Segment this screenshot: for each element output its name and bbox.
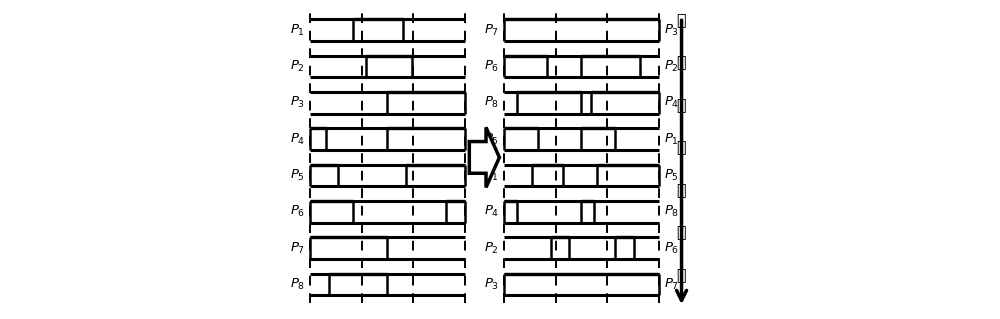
Text: $P_{8}$: $P_{8}$ <box>290 277 305 292</box>
Text: $P_{3}$: $P_{3}$ <box>484 277 499 292</box>
Text: $P_{5}$: $P_{5}$ <box>664 168 679 183</box>
Text: $P_{3}$: $P_{3}$ <box>664 23 679 38</box>
Text: $P_{8}$: $P_{8}$ <box>664 204 679 219</box>
Text: 由: 由 <box>677 139 686 154</box>
Text: $P_{6}$: $P_{6}$ <box>290 204 305 219</box>
Text: $P_{5}$: $P_{5}$ <box>290 168 305 183</box>
Text: $P_{2}$: $P_{2}$ <box>664 59 679 74</box>
Text: $P_{1}$: $P_{1}$ <box>290 23 305 38</box>
Text: $P_{3}$: $P_{3}$ <box>290 95 305 110</box>
Text: $P_{2}$: $P_{2}$ <box>484 241 499 256</box>
Text: $P_{4}$: $P_{4}$ <box>290 132 305 147</box>
Polygon shape <box>469 127 499 188</box>
Text: $P_{5}$: $P_{5}$ <box>484 132 499 147</box>
Text: 到: 到 <box>677 224 686 239</box>
Text: $P_{7}$: $P_{7}$ <box>290 241 305 256</box>
Text: $P_{4}$: $P_{4}$ <box>664 95 679 110</box>
Text: 小: 小 <box>677 267 686 282</box>
Text: $P_{7}$: $P_{7}$ <box>484 23 499 38</box>
Text: 大: 大 <box>677 182 686 197</box>
Text: $P_{8}$: $P_{8}$ <box>484 95 499 110</box>
Text: $P_{6}$: $P_{6}$ <box>664 241 679 256</box>
Text: 比: 比 <box>677 97 686 112</box>
Text: $P_{6}$: $P_{6}$ <box>484 59 499 74</box>
Text: $P_{7}$: $P_{7}$ <box>664 277 679 292</box>
Text: $P_{1}$: $P_{1}$ <box>664 132 679 147</box>
Text: 占: 占 <box>677 12 686 27</box>
Text: $P_{4}$: $P_{4}$ <box>484 204 499 219</box>
Text: $P_{1}$: $P_{1}$ <box>484 168 499 183</box>
Text: $P_{2}$: $P_{2}$ <box>290 59 305 74</box>
Text: 空: 空 <box>677 55 686 70</box>
